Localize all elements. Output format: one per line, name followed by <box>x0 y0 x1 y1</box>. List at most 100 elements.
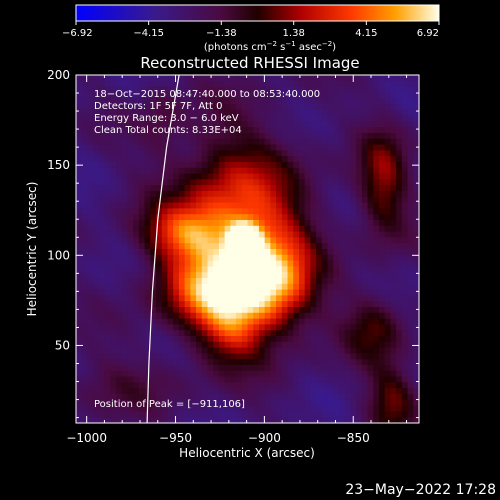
heatmap-cell <box>281 138 289 146</box>
heatmap-cell <box>281 336 289 343</box>
colorbar-frame <box>75 4 440 22</box>
heatmap-cell <box>218 173 226 180</box>
heatmap-cell <box>373 156 380 163</box>
heatmap-cell <box>270 115 277 122</box>
heatmap-cell <box>350 208 357 215</box>
heatmap-cell <box>247 318 254 325</box>
heatmap-cell <box>350 295 357 302</box>
heatmap-cell <box>236 98 243 105</box>
heatmap-cell <box>321 185 329 192</box>
heatmap-cell <box>338 109 346 117</box>
heatmap-cell <box>356 109 363 117</box>
heatmap-cell <box>350 283 357 291</box>
heatmap-cell <box>373 115 380 122</box>
heatmap-cell <box>207 312 214 320</box>
heatmap-cell <box>190 341 197 349</box>
heatmap-cell <box>321 417 329 423</box>
heatmap-cell <box>116 283 123 291</box>
heatmap-cell <box>98 272 106 279</box>
heatmap-cell <box>150 376 157 383</box>
heatmap-cell <box>344 75 351 82</box>
heatmap-cell <box>378 394 386 401</box>
heatmap-cell <box>127 370 134 378</box>
heatmap-cell <box>413 156 419 163</box>
heatmap-cell <box>321 249 329 256</box>
heatmap-cell <box>401 109 409 117</box>
heatmap-cell <box>87 370 94 378</box>
heatmap-cell <box>150 318 157 325</box>
heatmap-cell <box>224 214 231 221</box>
heatmap-cell <box>264 138 271 146</box>
heatmap-cell <box>133 202 140 209</box>
heatmap-cell <box>310 289 317 296</box>
heatmap-cell <box>184 283 191 291</box>
heatmap-cell <box>384 295 392 302</box>
heatmap-cell <box>213 75 220 82</box>
heatmap-cell <box>184 225 191 233</box>
heatmap-cell <box>224 341 231 349</box>
heatmap-cell <box>327 301 334 308</box>
heatmap-cell <box>298 399 306 407</box>
heatmap-cell <box>361 417 369 423</box>
heatmap-cell <box>218 249 226 256</box>
heatmap-cell <box>218 399 226 407</box>
heatmap-cell <box>373 260 380 267</box>
heatmap-cell <box>167 150 174 157</box>
heatmap-cell <box>276 243 283 250</box>
heatmap-cell <box>333 121 340 128</box>
heatmap-cell <box>196 138 203 146</box>
heatmap-cell <box>201 214 209 221</box>
heatmap-cell <box>213 173 220 180</box>
heatmap-cell <box>247 388 254 395</box>
heatmap-cell <box>378 359 386 366</box>
heatmap-cell <box>161 301 169 308</box>
heatmap-cell <box>304 115 311 122</box>
heatmap-cell <box>258 173 266 180</box>
heatmap-cell <box>207 231 214 238</box>
heatmap-cell <box>338 260 346 267</box>
heatmap-cell <box>344 249 351 256</box>
heatmap-cell <box>230 237 237 244</box>
heatmap-cell <box>287 225 294 233</box>
heatmap-cell <box>367 283 374 291</box>
heatmap-cell <box>173 359 180 366</box>
heatmap-cell <box>144 359 151 366</box>
heatmap-cell <box>316 260 323 267</box>
heatmap-cell <box>133 278 140 285</box>
heatmap-cell <box>350 382 357 389</box>
heatmap-cell <box>293 411 300 418</box>
heatmap-cell <box>127 86 134 93</box>
heatmap-cell <box>396 121 403 128</box>
heatmap-cell <box>338 254 346 262</box>
heatmap-cell <box>138 399 146 407</box>
heatmap-cell <box>293 289 300 296</box>
heatmap-cell <box>241 86 249 93</box>
heatmap-cell <box>304 150 311 157</box>
heatmap-cell <box>367 92 374 99</box>
heatmap-cell <box>316 312 323 320</box>
heatmap-cell <box>138 353 146 360</box>
heatmap-cell <box>213 336 220 343</box>
heatmap-cell <box>116 318 123 325</box>
heatmap-cell <box>190 405 197 412</box>
heatmap-cell <box>264 173 271 180</box>
heatmap-cell <box>287 156 294 163</box>
heatmap-cell <box>98 144 106 151</box>
heatmap-cell <box>310 220 317 227</box>
heatmap-cell <box>81 388 89 395</box>
heatmap-cell <box>190 150 197 157</box>
heatmap-cell <box>81 179 89 186</box>
heatmap-cell <box>356 167 363 175</box>
heatmap-cell <box>356 231 363 238</box>
heatmap-cell <box>413 104 419 111</box>
heatmap-cell <box>156 196 163 204</box>
heatmap-cell <box>110 115 117 122</box>
heatmap-cell <box>127 243 134 250</box>
heatmap-cell <box>196 388 203 395</box>
heatmap-cell <box>116 353 123 360</box>
heatmap-cell <box>138 156 146 163</box>
heatmap-cell <box>156 254 163 262</box>
heatmap-cell <box>236 150 243 157</box>
heatmap-cell <box>270 318 277 325</box>
heatmap-cell <box>350 98 357 105</box>
